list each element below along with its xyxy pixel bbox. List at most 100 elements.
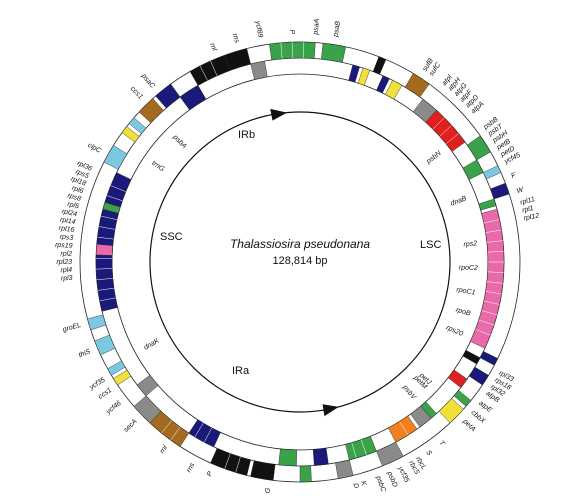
gene-block-11 [462,159,484,180]
gene-label-28: petA [461,417,477,433]
gene-label-63: clpC [86,142,102,155]
gene-block-12 [483,165,502,180]
gene-block-26 [345,436,377,461]
gene-boundary [439,125,452,137]
gene-block-43 [102,202,121,214]
genome-size: 128,814 bp [272,255,327,267]
gene-label-53: rps3 [59,234,73,242]
gene-boundary [235,457,241,473]
gene-block-39 [94,334,116,356]
gene-block-21 [438,398,464,424]
gene-block-15 [470,208,505,349]
gene-boundary [481,310,498,316]
gene-block-19 [447,369,468,388]
gene-label-38: G [264,487,272,494]
region-label-ssc: SSC [160,231,183,243]
gene-boundary [445,133,459,144]
genome-ring [79,41,521,483]
gene-label-58: rps8 [67,192,82,203]
gene-label-21: rpl12 [523,212,540,222]
gene-block-29 [299,465,312,483]
gene-boundary [99,226,115,230]
gene-boundary [486,281,503,284]
gene-label-26: atpE [477,400,493,415]
gene-label-60: rpl18 [70,176,87,188]
gene-boundary [483,300,500,305]
gene-label-46: thiS [78,348,92,359]
gene-block-38 [107,360,126,376]
gene-boundary [194,423,204,437]
gene-label-64: ccs1 [129,85,144,100]
gene-label-17: F [510,172,517,180]
gene-block-49 [179,85,207,111]
gene-label-68: ycf89 [254,19,264,38]
gene-boundary [161,420,172,434]
gene-label-29: T [437,440,446,448]
gene-label-20: rpl1 [521,205,534,214]
gene-block-40 [87,314,107,331]
inner-gene-label-4: rpoC1 [456,286,476,296]
gene-boundary [224,453,231,469]
gene-label-0: P [288,29,295,34]
gene-boundary [478,319,495,326]
gene-label-56: rpl24 [61,208,78,218]
gene-block-36 [136,374,159,397]
gene-block-14 [478,198,497,211]
gene-boundary [101,215,117,220]
gene-label-19: rpl11 [519,196,535,207]
gene-label-1: psaA [313,18,321,36]
gene-label-47: groEL [62,322,82,334]
gene-block-42 [95,244,113,256]
gene-label-57: rpl5 [67,201,80,211]
gene-label-61: rps5 [75,169,90,181]
gene-boundary [432,117,445,130]
gene-label-44: ccs1 [97,387,113,401]
region-arrows [270,108,339,417]
gene-boundary [97,236,114,240]
gene-boundary [110,185,126,192]
gene-block-18 [468,366,489,386]
gene-block-5 [376,75,390,94]
gene-label-65: psaC [139,72,156,91]
gene-block-32 [210,448,251,476]
gene-block-17 [462,349,481,365]
gene-label-49: rpl4 [60,267,72,274]
gene-label-33: ycf35 [396,465,410,484]
gene-block-4 [372,56,387,75]
gene-boundary [210,60,218,76]
region-label-lsc: LSC [420,239,441,251]
region-label-ira: IRa [232,365,250,377]
gene-label-50: rpl23 [56,259,72,266]
gene-boundary [351,442,357,459]
gene-block-33 [188,419,221,448]
gene-label-18: W [516,186,526,195]
gene-blocks [87,41,510,483]
gene-label-30: S [424,449,433,457]
gene-boundary [483,219,500,224]
gene-label-37: D [351,482,359,489]
gene-label-48: rpl3 [61,275,73,283]
gene-boundary [360,439,367,455]
gene-block-37 [113,369,132,386]
gene-label-34: psbD [385,470,398,489]
gene-block-6 [385,79,403,100]
ira-arrow [322,404,339,417]
gene-boundary [199,65,208,81]
gene-block-31 [250,460,276,481]
gene-label-42: secA [123,418,139,434]
gene-block-7 [404,73,430,98]
gene-boundary [487,251,504,253]
gene-block-30 [278,448,297,467]
gene-label-40: rns [186,461,197,473]
gene-block-1 [321,42,346,63]
gene-block-28 [312,447,329,466]
gene-boundary [97,287,114,291]
gene-label-35: psbC [374,474,387,494]
gene-block-2 [348,64,360,83]
gene-label-39: P [206,470,214,477]
gene-label-66: rns [231,33,241,45]
gene-label-59: rpl6 [71,185,84,195]
inner-gene-label-3: rpoC2 [459,264,478,272]
gene-block-20 [453,390,472,407]
gene-boundary [96,278,113,281]
